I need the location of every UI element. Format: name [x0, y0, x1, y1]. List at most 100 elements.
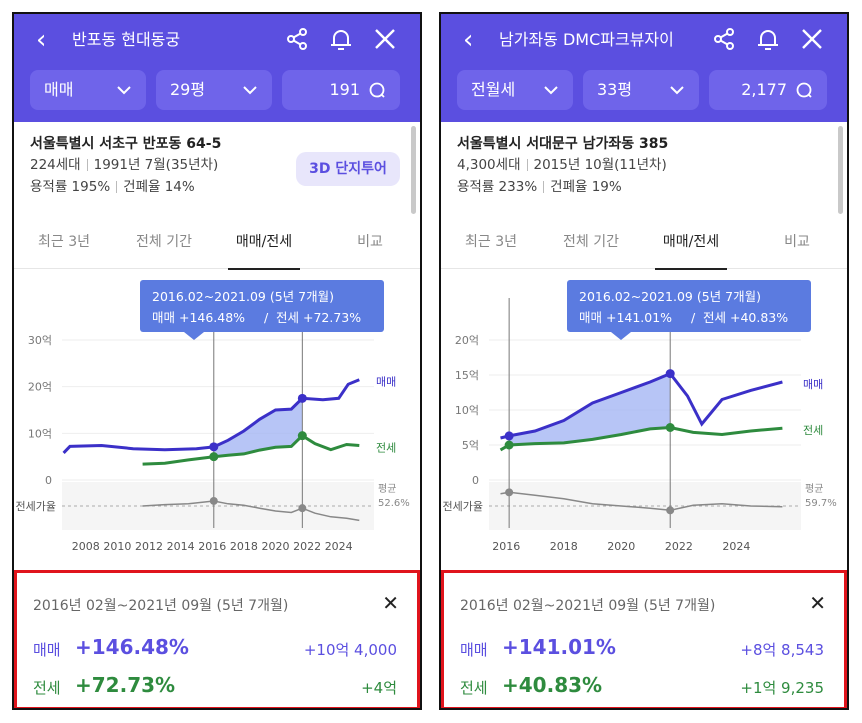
page-title: 반포동 현대동궁	[72, 30, 181, 49]
households: 224세대	[30, 157, 81, 173]
floor-area-ratio: 용적률 195%	[30, 179, 111, 195]
tab-all-period[interactable]: 전체 기간	[136, 234, 192, 250]
x-tick-label: 2020	[261, 540, 289, 553]
close-icon[interactable]	[799, 26, 825, 52]
x-tick-label: 2014	[167, 540, 195, 553]
x-tick-label: 2022	[665, 540, 693, 553]
complex-info: 서울특별시 서대문구 남가좌동 385 4,300세대 2015년 10월(11년…	[457, 134, 827, 198]
sale-change-amount: +8억 8,543	[740, 641, 824, 659]
ratio-avg-label: 평균	[378, 483, 396, 495]
app-header: ‹ 남가좌동 DMC파크뷰자이 전월세 33평 2,177	[441, 14, 847, 122]
scrollbar[interactable]	[411, 126, 416, 214]
floor-area-ratio: 용적률 233%	[457, 179, 538, 195]
close-icon[interactable]	[372, 26, 398, 52]
jeonse-change-amount: +1억 9,235	[740, 679, 824, 697]
share-icon[interactable]	[284, 26, 310, 52]
sale-change-pct: +141.01%	[502, 635, 616, 659]
address: 서울특별시 서초구 반포동 64-5	[30, 136, 222, 152]
bell-icon[interactable]	[328, 26, 354, 52]
tab-all-period[interactable]: 전체 기간	[563, 234, 619, 250]
bell-icon[interactable]	[755, 26, 781, 52]
period-tabs: 최근 3년 전체 기간 매매/전세 비교	[441, 224, 847, 270]
jeonse-label: 전세	[33, 679, 61, 697]
tab-sale-jeonse[interactable]: 매매/전세	[641, 224, 741, 270]
trade-type-value: 매매	[44, 80, 74, 99]
tooltip-sale-change: 매매 +141.01%	[579, 310, 672, 325]
chevron-down-icon	[670, 86, 684, 95]
y-tick-label: 20억	[28, 381, 52, 394]
sale-range-point	[209, 442, 219, 452]
tab-recent-3y[interactable]: 최근 3년	[465, 234, 517, 250]
summary-period: 2016년 02월~2021년 09월 (5년 7개월)	[33, 598, 289, 614]
tooltip-box	[567, 280, 811, 332]
tab-compare[interactable]: 비교	[784, 234, 810, 250]
y-tick-label: 10억	[28, 427, 52, 440]
built-date: 2015년 10월(11년차)	[533, 157, 667, 173]
y-tick-label: 30억	[28, 334, 52, 347]
jeonse-series-label: 전세	[376, 441, 396, 454]
jeonse-change-pct: +72.73%	[75, 673, 176, 697]
tooltip-jeonse-change: 전세 +72.73%	[276, 310, 361, 325]
close-icon[interactable]: ✕	[809, 591, 826, 615]
chevron-down-icon	[544, 86, 558, 95]
comment-icon	[369, 82, 385, 98]
sale-label: 매매	[460, 641, 488, 659]
built-date: 1991년 7월(35년차)	[93, 157, 219, 173]
ratio-label: 전세가율	[16, 500, 56, 513]
ratio-range-point	[209, 496, 218, 505]
tab-sale-jeonse[interactable]: 매매/전세	[214, 224, 314, 270]
y-tick-label: 15억	[455, 369, 479, 382]
trade-type-select[interactable]: 전월세	[457, 70, 573, 110]
comments-button[interactable]: 2,177	[709, 70, 827, 110]
back-icon[interactable]: ‹	[463, 25, 474, 55]
jeonse-range-point	[504, 440, 514, 450]
tooltip-jeonse-change: 전세 +40.83%	[703, 310, 788, 325]
x-tick-label: 2016	[198, 540, 226, 553]
ratio-range-point	[505, 488, 514, 497]
sale-line	[62, 378, 360, 454]
chevron-down-icon	[117, 86, 131, 95]
3d-tour-button[interactable]: 3D 단지투어	[296, 152, 400, 186]
tooltip-separator: /	[264, 310, 269, 325]
scrollbar[interactable]	[838, 126, 843, 214]
share-icon[interactable]	[711, 26, 737, 52]
tooltip-separator: /	[691, 310, 696, 325]
price-chart[interactable]: 20억 15억 10억 5억 0 전세가율 평균 59.7% 2016 2018 2020 2022 2…	[441, 270, 847, 570]
trade-type-value: 전월세	[471, 80, 516, 99]
ratio-line	[500, 491, 783, 512]
building-coverage: 건폐율 19%	[550, 179, 622, 195]
ratio-avg-value: 52.6%	[378, 498, 410, 509]
jeonse-range-point	[297, 431, 307, 441]
trade-type-select[interactable]: 매매	[30, 70, 146, 110]
x-tick-label: 2020	[607, 540, 635, 553]
panel-left: ‹ 반포동 현대동궁 매매 29평 191 서울특별시 서초구 반포동 64-5…	[12, 12, 422, 710]
panel-right: ‹ 남가좌동 DMC파크뷰자이 전월세 33평 2,177 서울특별시 서대문구…	[439, 12, 849, 710]
tab-compare[interactable]: 비교	[357, 234, 383, 250]
sale-change-pct: +146.48%	[75, 635, 189, 659]
x-tick-label: 2010	[103, 540, 131, 553]
y-tick-label: 20억	[455, 334, 479, 347]
tooltip-arrow	[611, 332, 631, 340]
size-value: 29평	[170, 80, 206, 99]
building-coverage: 건폐율 14%	[123, 179, 195, 195]
sale-series-label: 매매	[803, 378, 823, 391]
summary-period: 2016년 02월~2021년 09월 (5년 7개월)	[460, 598, 716, 614]
comment-count: 191	[329, 80, 360, 99]
comment-count: 2,177	[741, 80, 787, 99]
size-select[interactable]: 33평	[583, 70, 699, 110]
tab-recent-3y[interactable]: 최근 3년	[38, 234, 90, 250]
x-tick-label: 2016	[492, 540, 520, 553]
close-icon[interactable]: ✕	[382, 591, 399, 615]
x-tick-label: 2018	[550, 540, 578, 553]
tooltip-box	[140, 280, 384, 332]
back-icon[interactable]: ‹	[36, 25, 47, 55]
x-tick-label: 2012	[135, 540, 163, 553]
y-tick-label: 10억	[455, 404, 479, 417]
size-select[interactable]: 29평	[156, 70, 272, 110]
sale-line	[500, 371, 783, 440]
page-title: 남가좌동 DMC파크뷰자이	[499, 30, 674, 49]
sale-range-point	[504, 431, 514, 441]
comments-button[interactable]: 191	[282, 70, 400, 110]
jeonse-change-pct: +40.83%	[502, 673, 603, 697]
